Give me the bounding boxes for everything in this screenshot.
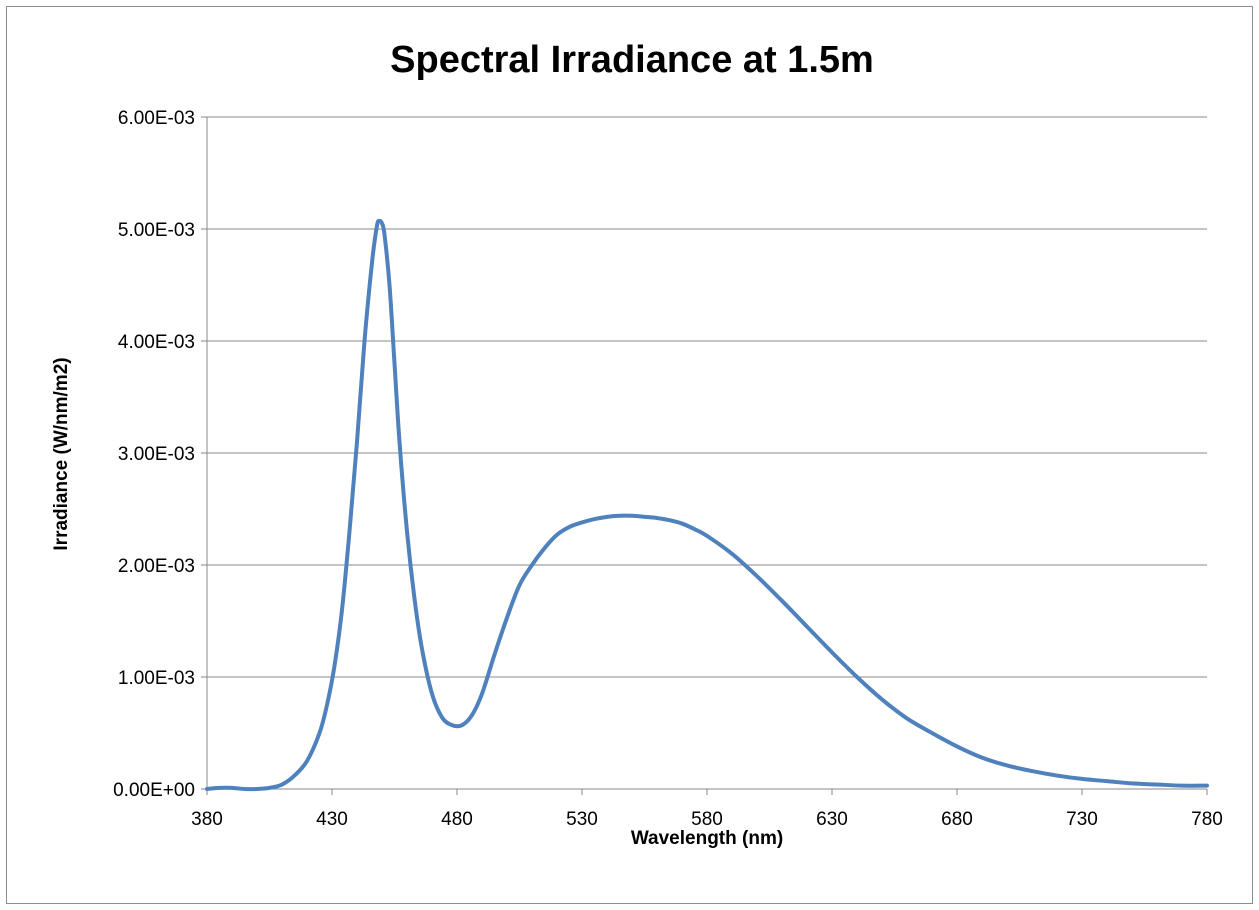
y-tick-labels: 0.00E+00 1.00E-03 2.00E-03 3.00E-03 4.00E-03… [113, 108, 195, 801]
x-tick-label: 580 [691, 809, 723, 830]
x-tick-label: 430 [316, 809, 348, 830]
x-tick-label: 630 [816, 809, 848, 830]
y-tick-label: 4.00E-03 [118, 332, 195, 353]
y-tick-label: 1.00E-03 [118, 668, 195, 689]
y-tick-label: 5.00E-03 [118, 220, 195, 241]
chart-title: Spectral Irradiance at 1.5m [390, 39, 874, 81]
x-axis-title: Wavelength (nm) [631, 828, 783, 849]
gridlines [207, 116, 1207, 678]
series-line-0 [205, 218, 1209, 792]
series-layer [205, 218, 1209, 792]
axes [201, 116, 1208, 795]
x-tick-label: 680 [941, 809, 973, 830]
x-tick-label: 380 [191, 809, 223, 830]
x-tick-label: 530 [566, 809, 598, 830]
x-tick-label: 480 [441, 809, 473, 830]
x-tick-labels: 380 430 480 530 580 630 680 730 780 [191, 809, 1223, 830]
chart-frame [6, 6, 1253, 904]
x-tick-label: 780 [1191, 809, 1223, 830]
y-tick-label: 3.00E-03 [118, 444, 195, 465]
x-tick-label: 730 [1066, 809, 1098, 830]
y-tick-label: 2.00E-03 [118, 556, 195, 577]
y-tick-label: 6.00E-03 [118, 108, 195, 129]
y-axis-title: Irradiance (W/nm/m2) [51, 357, 72, 550]
y-tick-label: 0.00E+00 [113, 780, 195, 801]
